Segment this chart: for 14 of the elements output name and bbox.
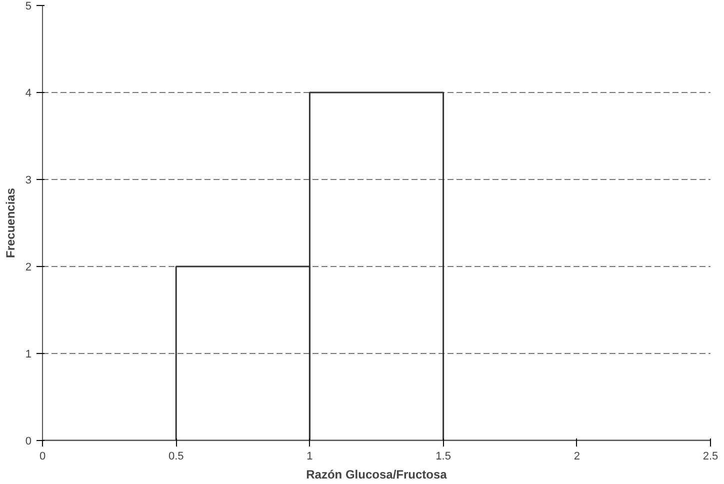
y-tick-label: 2 [25, 262, 32, 274]
x-tick-label: 0 [39, 450, 46, 462]
y-axis-title: Frecuencias [3, 188, 18, 258]
y-tick-label: 0 [25, 436, 32, 448]
y-tick-label: 3 [25, 174, 32, 186]
y-tick-label: 5 [25, 0, 32, 12]
x-tick-label: 2.5 [702, 450, 718, 462]
x-tick-label: 1 [306, 450, 313, 462]
y-tick-label: 4 [25, 88, 32, 100]
x-tick-label: 2 [574, 450, 580, 462]
y-tick-label: 1 [25, 348, 32, 360]
x-axis-title: Razón Glucosa/Fructosa [306, 468, 448, 482]
x-tick-label: 0.5 [168, 450, 184, 462]
x-tick-label: 1.5 [436, 450, 451, 462]
